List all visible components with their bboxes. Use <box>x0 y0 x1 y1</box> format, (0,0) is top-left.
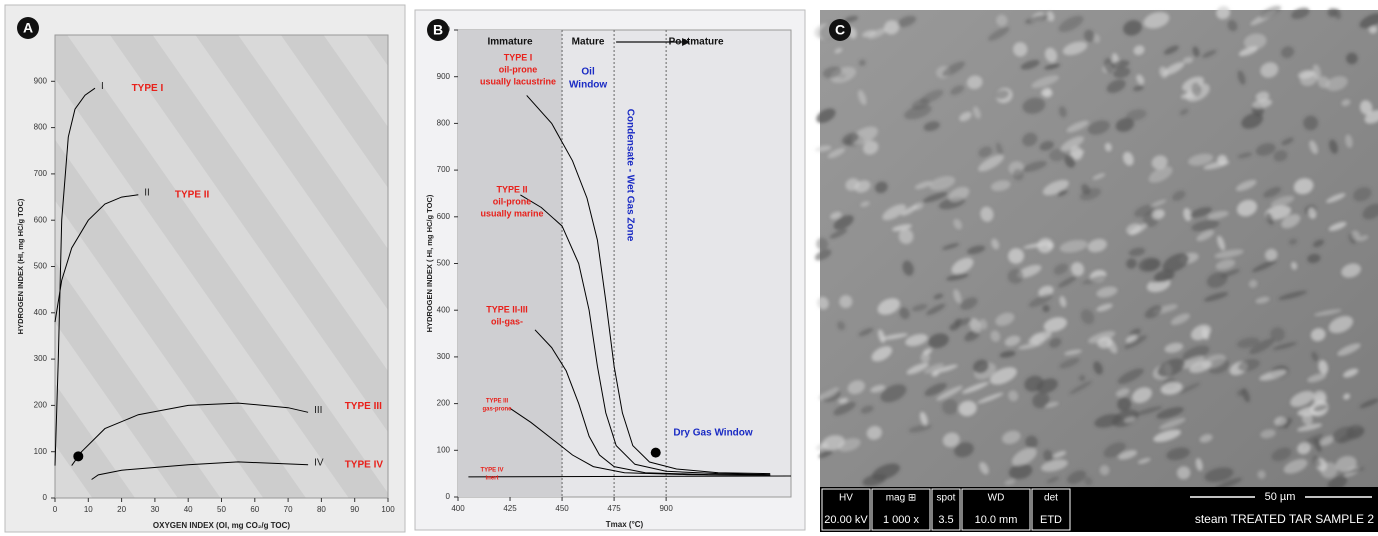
x-tick-label: 100 <box>381 505 395 514</box>
wet-gas-label: Condensate - Wet Gas Zone <box>624 109 635 242</box>
x-axis-label: OXYGEN INDEX (OI, mg CO₂/g TOC) <box>153 521 291 530</box>
type-label: TYPE IV <box>480 468 503 474</box>
y-tick-label: 400 <box>437 305 451 314</box>
y-axis-label: HYDROGEN INDEX (HI, mg HC/g TOC) <box>16 198 25 334</box>
x-axis-label: Tmax (°C) <box>606 520 644 529</box>
info-value: 3.5 <box>938 514 953 526</box>
type-description: usually marine <box>480 208 543 218</box>
type-description: usually lacustrine <box>480 76 556 86</box>
type-label: TYPE III <box>345 401 382 412</box>
y-tick-label: 900 <box>437 72 451 81</box>
series-name: IV <box>314 457 324 468</box>
info-key: WD <box>988 493 1005 504</box>
oil-window-label: Window <box>569 80 607 91</box>
page: 0 10 20 30 40 50 60 70 80 90 100 0 100 200 300 400 500 60… <box>0 0 1378 536</box>
type-label: TYPE II <box>496 184 527 194</box>
y-tick-label: 100 <box>437 445 451 454</box>
series-name: II <box>144 187 150 198</box>
y-tick-label: 0 <box>43 493 48 502</box>
x-tick-label: 40 <box>184 505 193 514</box>
y-tick-label: 100 <box>34 447 48 456</box>
info-value: 20.00 kV <box>824 514 868 526</box>
type-description: oil-prone <box>493 196 532 206</box>
x-tick-label: 70 <box>284 505 293 514</box>
type-description: oil-prone <box>499 64 538 74</box>
y-tick-label: 300 <box>437 352 451 361</box>
oil-window-label: Oil <box>581 67 595 78</box>
y-tick-label: 500 <box>34 262 48 271</box>
y-tick-label: 900 <box>34 76 48 85</box>
x-tick-label: 50 <box>217 505 226 514</box>
type-label: TYPE I <box>132 83 164 94</box>
y-tick-label: 200 <box>437 399 451 408</box>
type-description: inert <box>485 476 498 482</box>
series-name: III <box>314 405 322 416</box>
x-tick-label: 20 <box>117 505 126 514</box>
figure: 0 10 20 30 40 50 60 70 80 90 100 0 100 200 300 400 500 60… <box>0 0 1378 536</box>
y-tick-label: 500 <box>437 259 451 268</box>
type-label: TYPE II <box>175 189 210 200</box>
x-tick-label: 425 <box>503 504 517 513</box>
panel-letter: B <box>433 22 443 38</box>
type-label: TYPE IV <box>345 459 384 470</box>
info-value: 10.0 mm <box>975 514 1018 526</box>
y-tick-label: 800 <box>437 119 451 128</box>
type-description: oil-gas- <box>491 316 523 326</box>
y-tick-label: 700 <box>437 165 451 174</box>
x-tick-label: 90 <box>350 505 359 514</box>
marker-point <box>651 448 661 458</box>
series-name: I <box>101 81 104 92</box>
x-tick-label: 900 <box>659 504 673 513</box>
y-tick-label: 600 <box>34 215 48 224</box>
y-tick-label: 800 <box>34 123 48 132</box>
x-tick-label: 0 <box>53 505 58 514</box>
y-tick-label: 400 <box>34 308 48 317</box>
type-label: TYPE II-III <box>486 304 528 314</box>
info-key: det <box>1044 493 1058 504</box>
y-tick-label: 0 <box>446 492 451 501</box>
x-tick-label: 80 <box>317 505 326 514</box>
y-tick-label: 200 <box>34 401 48 410</box>
zone-label: Immature <box>488 37 533 48</box>
panel-letter: C <box>835 22 845 38</box>
x-tick-label: 10 <box>84 505 93 514</box>
y-tick-label: 300 <box>34 354 48 363</box>
x-tick-label: 475 <box>607 504 621 513</box>
dry-gas-label: Dry Gas Window <box>673 428 753 439</box>
type-description: gas-prone <box>482 407 512 413</box>
info-key: HV <box>839 493 853 504</box>
x-tick-label: 450 <box>555 504 569 513</box>
info-key: spot <box>937 493 956 504</box>
marker-point <box>73 451 83 461</box>
info-value: 1 000 x <box>883 514 920 526</box>
x-tick-label: 30 <box>150 505 159 514</box>
scale-label: 50 µm <box>1265 491 1296 503</box>
info-value: ETD <box>1040 514 1062 526</box>
y-tick-label: 700 <box>34 169 48 178</box>
type-label: TYPE III <box>486 399 509 405</box>
y-axis-label: HYDROGEN INDEX ( HI, mg HC/g TOC) <box>425 194 434 332</box>
x-tick-label: 400 <box>451 504 465 513</box>
x-tick-label: 60 <box>250 505 259 514</box>
y-tick-label: 600 <box>437 212 451 221</box>
sample-name: steam TREATED TAR SAMPLE 2 <box>1195 512 1374 526</box>
immature-shade <box>458 30 562 497</box>
type-label: TYPE I <box>504 52 533 62</box>
panel-letter: A <box>23 20 33 36</box>
zone-label: Mature <box>572 37 605 48</box>
info-key: mag ⊞ <box>886 493 917 504</box>
